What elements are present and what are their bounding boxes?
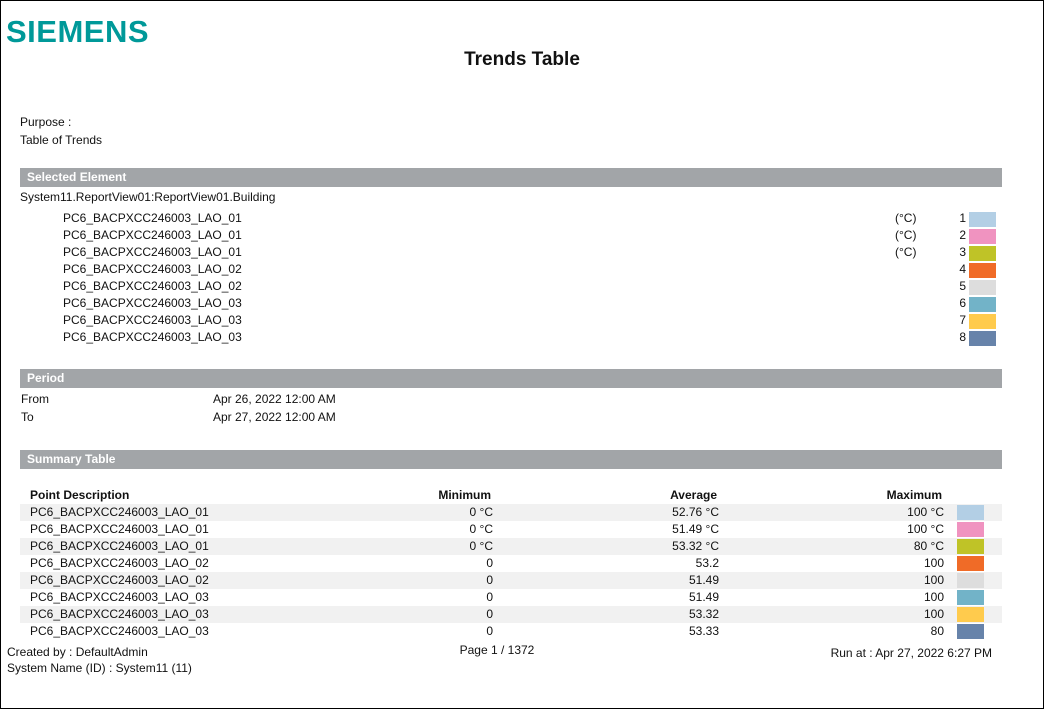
selected-element-path: System11.ReportView01:ReportView01.Build… xyxy=(20,190,276,204)
point-description: PC6_BACPXCC246003_LAO_01 xyxy=(30,522,209,536)
color-swatch xyxy=(969,297,996,312)
summary-table-head-row: Point Description Minimum Average Maximu… xyxy=(20,487,1002,504)
color-swatch xyxy=(969,314,996,329)
minimum-value: 0 xyxy=(486,624,493,638)
selected-item-name: PC6_BACPXCC246003_LAO_01 xyxy=(63,228,242,242)
maximum-value: 100 °C xyxy=(907,505,944,519)
color-swatch xyxy=(957,607,984,622)
average-value: 53.33 xyxy=(688,624,719,638)
minimum-value: 0 xyxy=(486,556,493,570)
minimum-value: 0 xyxy=(486,607,493,621)
to-value: Apr 27, 2022 12:00 AM xyxy=(213,410,336,424)
selected-item-number: 2 xyxy=(959,228,966,242)
color-swatch xyxy=(969,263,996,278)
table-row: PC6_BACPXCC246003_LAO_03 0 51.49 100 xyxy=(20,589,1002,606)
selected-element-header: Selected Element xyxy=(20,168,1002,187)
point-description: PC6_BACPXCC246003_LAO_03 xyxy=(30,590,209,604)
table-row: PC6_BACPXCC246003_LAO_03 0 53.33 80 xyxy=(20,623,1002,640)
table-row: PC6_BACPXCC246003_LAO_03 0 53.32 100 xyxy=(20,606,1002,623)
page-number: Page 1 / 1372 xyxy=(459,643,535,657)
maximum-value: 100 xyxy=(923,590,944,604)
from-value: Apr 26, 2022 12:00 AM xyxy=(213,392,336,406)
minimum-value: 0 xyxy=(486,573,493,587)
selected-item-number: 1 xyxy=(959,211,966,225)
selected-item-number: 3 xyxy=(959,245,966,259)
point-description: PC6_BACPXCC246003_LAO_01 xyxy=(30,505,209,519)
selected-item-name: PC6_BACPXCC246003_LAO_03 xyxy=(63,313,242,327)
siemens-logo: SIEMENS xyxy=(6,14,150,49)
color-swatch xyxy=(969,212,996,227)
selected-item-number: 5 xyxy=(959,279,966,293)
selected-item-name: PC6_BACPXCC246003_LAO_02 xyxy=(63,279,242,293)
maximum-value: 100 xyxy=(923,607,944,621)
minimum-value: 0 °C xyxy=(469,522,493,536)
maximum-value: 100 xyxy=(923,556,944,570)
to-label: To xyxy=(21,410,34,424)
maximum-value: 100 xyxy=(923,573,944,587)
color-swatch xyxy=(957,556,984,571)
maximum-value: 80 °C xyxy=(913,539,944,553)
maximum-value: 100 °C xyxy=(907,522,944,536)
point-description: PC6_BACPXCC246003_LAO_01 xyxy=(30,539,209,553)
selected-item-name: PC6_BACPXCC246003_LAO_03 xyxy=(63,330,242,344)
selected-item-name: PC6_BACPXCC246003_LAO_01 xyxy=(63,245,242,259)
from-label: From xyxy=(21,392,49,406)
average-value: 53.2 xyxy=(695,556,719,570)
purpose-value: Table of Trends xyxy=(20,133,103,147)
color-swatch xyxy=(957,624,984,639)
selected-item-unit: (°C) xyxy=(895,245,917,259)
selected-item-unit: (°C) xyxy=(895,211,917,225)
table-row: PC6_BACPXCC246003_LAO_01 0 °C 52.76 °C 1… xyxy=(20,504,1002,521)
minimum-value: 0 °C xyxy=(469,539,493,553)
color-swatch xyxy=(957,590,984,605)
maximum-value: 80 xyxy=(930,624,944,638)
table-row: PC6_BACPXCC246003_LAO_01 0 °C 51.49 °C 1… xyxy=(20,521,1002,538)
selected-item-unit: (°C) xyxy=(895,228,917,242)
summary-table-header: Summary Table xyxy=(20,450,1002,469)
page-title: Trends Table xyxy=(464,49,580,70)
created-by: Created by : DefaultAdmin xyxy=(7,645,148,659)
run-at: Run at : Apr 27, 2022 6:27 PM xyxy=(830,646,992,660)
purpose-label: Purpose : xyxy=(20,115,72,129)
color-swatch xyxy=(957,539,984,554)
period-header: Period xyxy=(20,369,1002,388)
average-value: 53.32 °C xyxy=(672,539,719,553)
column-header-maximum: Maximum xyxy=(886,488,942,502)
table-row: PC6_BACPXCC246003_LAO_02 0 53.2 100 xyxy=(20,555,1002,572)
average-value: 53.32 xyxy=(688,607,719,621)
system-name: System Name (ID) : System11 (11) xyxy=(7,661,192,675)
column-header-description: Point Description xyxy=(30,488,130,502)
color-swatch xyxy=(969,331,996,346)
selected-item-name: PC6_BACPXCC246003_LAO_01 xyxy=(63,211,242,225)
point-description: PC6_BACPXCC246003_LAO_02 xyxy=(30,556,209,570)
color-swatch xyxy=(969,229,996,244)
selected-item-number: 7 xyxy=(959,313,966,327)
point-description: PC6_BACPXCC246003_LAO_02 xyxy=(30,573,209,587)
selected-item-number: 4 xyxy=(959,262,966,276)
color-swatch xyxy=(957,573,984,588)
color-swatch xyxy=(969,280,996,295)
column-header-minimum: Minimum xyxy=(438,488,491,502)
average-value: 51.49 xyxy=(688,590,719,604)
minimum-value: 0 °C xyxy=(469,505,493,519)
average-value: 51.49 xyxy=(688,573,719,587)
point-description: PC6_BACPXCC246003_LAO_03 xyxy=(30,607,209,621)
minimum-value: 0 xyxy=(486,590,493,604)
color-swatch xyxy=(957,522,984,537)
point-description: PC6_BACPXCC246003_LAO_03 xyxy=(30,624,209,638)
color-swatch xyxy=(969,246,996,261)
average-value: 51.49 °C xyxy=(672,522,719,536)
average-value: 52.76 °C xyxy=(672,505,719,519)
selected-item-name: PC6_BACPXCC246003_LAO_03 xyxy=(63,296,242,310)
color-swatch xyxy=(957,505,984,520)
table-row: PC6_BACPXCC246003_LAO_01 0 °C 53.32 °C 8… xyxy=(20,538,1002,555)
table-row: PC6_BACPXCC246003_LAO_02 0 51.49 100 xyxy=(20,572,1002,589)
column-header-average: Average xyxy=(670,488,717,502)
selected-item-number: 6 xyxy=(959,296,966,310)
selected-item-name: PC6_BACPXCC246003_LAO_02 xyxy=(63,262,242,276)
selected-item-number: 8 xyxy=(959,330,966,344)
